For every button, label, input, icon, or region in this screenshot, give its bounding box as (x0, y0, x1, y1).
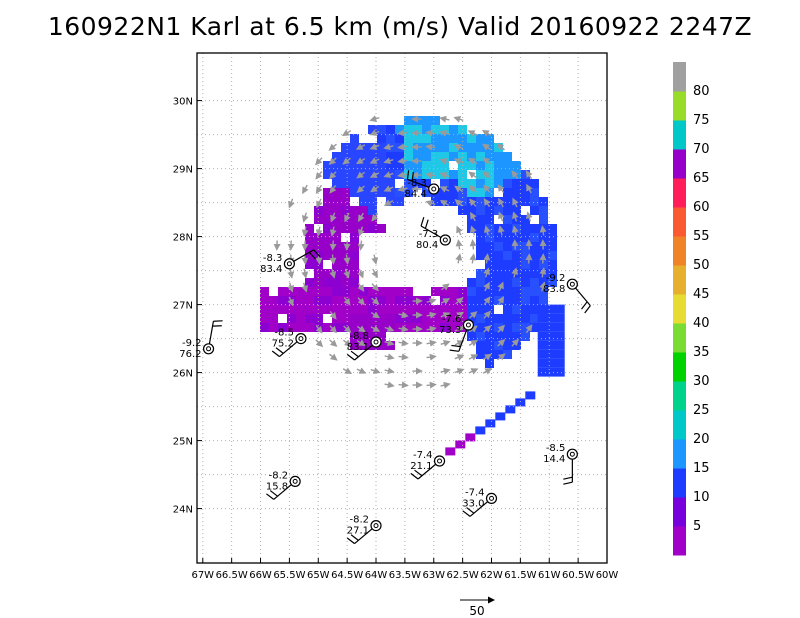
dropsonde-top-value: -9.2 (546, 273, 566, 284)
colorbar-label: 45 (693, 287, 710, 302)
latitude-tick-label: 24N (173, 505, 193, 516)
longitude-tick-label: 62W (480, 570, 503, 581)
dropsonde-marker: -7.673.3 (439, 314, 475, 352)
latitude-tick-label: 28N (173, 233, 193, 244)
dropsonde-bottom-value: 15.8 (266, 481, 288, 492)
dropsonde-bottom-value: 33.0 (462, 498, 484, 509)
longitude-tick-label: 63W (422, 570, 445, 581)
longitude-tick-label: 64W (365, 570, 388, 581)
dropsonde-top-value: -8.2 (269, 470, 289, 481)
dropsonde-top-value: -7.4 (413, 450, 433, 461)
longitude-tick-label: 60W (596, 570, 619, 581)
dropsonde-marker: -8.575.2 (272, 328, 307, 358)
dropsonde-marker: -7.421.1 (410, 450, 446, 480)
colorbar-label: 10 (693, 490, 710, 505)
longitude-tick-label: 65W (307, 570, 330, 581)
longitude-tick-label: 66W (249, 570, 272, 581)
dropsonde-top-value: -8.5 (274, 328, 294, 339)
dropsonde-top-value: -7.4 (465, 487, 485, 498)
dropsonde-bottom-value: 21.1 (410, 461, 432, 472)
dropsonde-marker: -7.380.4 (416, 217, 451, 251)
plot-title: 160922N1 Karl at 6.5 km (m/s) Valid 2016… (47, 12, 753, 41)
dropsonde-marker: -8.384.4 (404, 170, 440, 200)
longitude-tick-label: 67W (191, 570, 214, 581)
plot-frame (196, 52, 608, 564)
dropsonde-bottom-value: 83.4 (260, 264, 282, 275)
longitude-tick-label: 66.5W (216, 570, 248, 581)
colorbar-label: 15 (693, 461, 710, 476)
wind-vectors (273, 115, 547, 389)
dropsonde-top-value: -8.3 (263, 253, 283, 264)
colorbar-label: 25 (693, 403, 710, 418)
colorbar-label: 75 (693, 113, 710, 128)
dropsonde-marker: -9.276.2 (179, 320, 223, 360)
longitude-tick-label: 60.5W (562, 570, 594, 581)
dropsonde-top-value: -8.3 (407, 178, 427, 189)
longitude-tick-label: 61.5W (504, 570, 536, 581)
longitude-tick-label: 62.5W (447, 570, 479, 581)
latitude-tick-label: 25N (173, 437, 193, 448)
dropsonde-top-value: -8.2 (349, 515, 369, 526)
dropsonde-top-value: -7.3 (419, 229, 439, 240)
dropsonde-bottom-value: 75.2 (272, 339, 294, 350)
dropsonde-observations: -8.384.4-7.380.4-8.383.4-9.283.8-7.673.3… (179, 170, 591, 545)
colorbar-label: 55 (693, 229, 710, 244)
dropsonde-bottom-value: 76.2 (179, 349, 201, 360)
dropsonde-bottom-value: 83.8 (543, 284, 565, 295)
colorbar-label: 5 (693, 519, 701, 534)
longitude-tick-label: 63.5W (389, 570, 421, 581)
reference-vector-label: 50 (469, 604, 484, 618)
latitude-tick-label: 27N (173, 301, 193, 312)
latitude-ticks: 24N 25N 26N 27N 28N 29N 30N (173, 97, 202, 516)
reference-vector: 50 (460, 596, 495, 618)
colorbar: 5 10 15 20 25 30 35 40 45 50 55 60 65 70 75 80 (673, 62, 710, 556)
dropsonde-top-value: -8.8 (349, 331, 369, 342)
colorbar-label: 60 (693, 200, 710, 215)
dropsonde-bottom-value: 14.4 (543, 454, 565, 465)
colorbar-label: 70 (693, 142, 710, 157)
colorbar-label: 40 (693, 316, 710, 331)
longitude-ticks: 67W 66.5W 66W 65.5W 65W 64.5W 64W 63.5W 63W 62.5W… (191, 558, 618, 581)
colorbar-label: 20 (693, 432, 710, 447)
longitude-tick-label: 64.5W (331, 570, 363, 581)
wind-speed-shading (260, 116, 565, 456)
colorbar-label: 30 (693, 374, 710, 389)
dropsonde-marker: -8.227.1 (347, 515, 382, 545)
dropsonde-marker: -8.883.1 (347, 331, 382, 361)
dropsonde-bottom-value: 27.1 (347, 526, 369, 537)
longitude-tick-label: 61W (538, 570, 561, 581)
colorbar-label: 35 (693, 345, 710, 360)
dropsonde-bottom-value: 73.3 (439, 325, 461, 336)
colorbar-label: 80 (693, 84, 710, 99)
dropsonde-top-value: -9.2 (182, 338, 202, 349)
dropsonde-marker: -8.514.4 (543, 443, 578, 485)
dropsonde-bottom-value: 83.1 (347, 342, 369, 353)
dropsonde-top-value: -7.6 (442, 314, 462, 325)
colorbar-label: 65 (693, 171, 710, 186)
dropsonde-marker: -8.383.4 (260, 249, 321, 275)
colorbar-label: 50 (693, 258, 710, 273)
dropsonde-bottom-value: 80.4 (416, 240, 438, 251)
dropsonde-marker: -9.283.8 (543, 273, 591, 314)
latitude-tick-label: 29N (173, 165, 193, 176)
latitude-tick-label: 30N (173, 97, 193, 108)
longitude-tick-label: 65.5W (273, 570, 305, 581)
lat-lon-grid (197, 53, 608, 563)
dropsonde-marker: -7.433.0 (462, 487, 498, 517)
dropsonde-top-value: -8.5 (546, 443, 566, 454)
dropsonde-marker: -8.215.8 (266, 470, 301, 500)
dropsonde-bottom-value: 84.4 (404, 189, 426, 200)
latitude-tick-label: 26N (173, 369, 193, 380)
